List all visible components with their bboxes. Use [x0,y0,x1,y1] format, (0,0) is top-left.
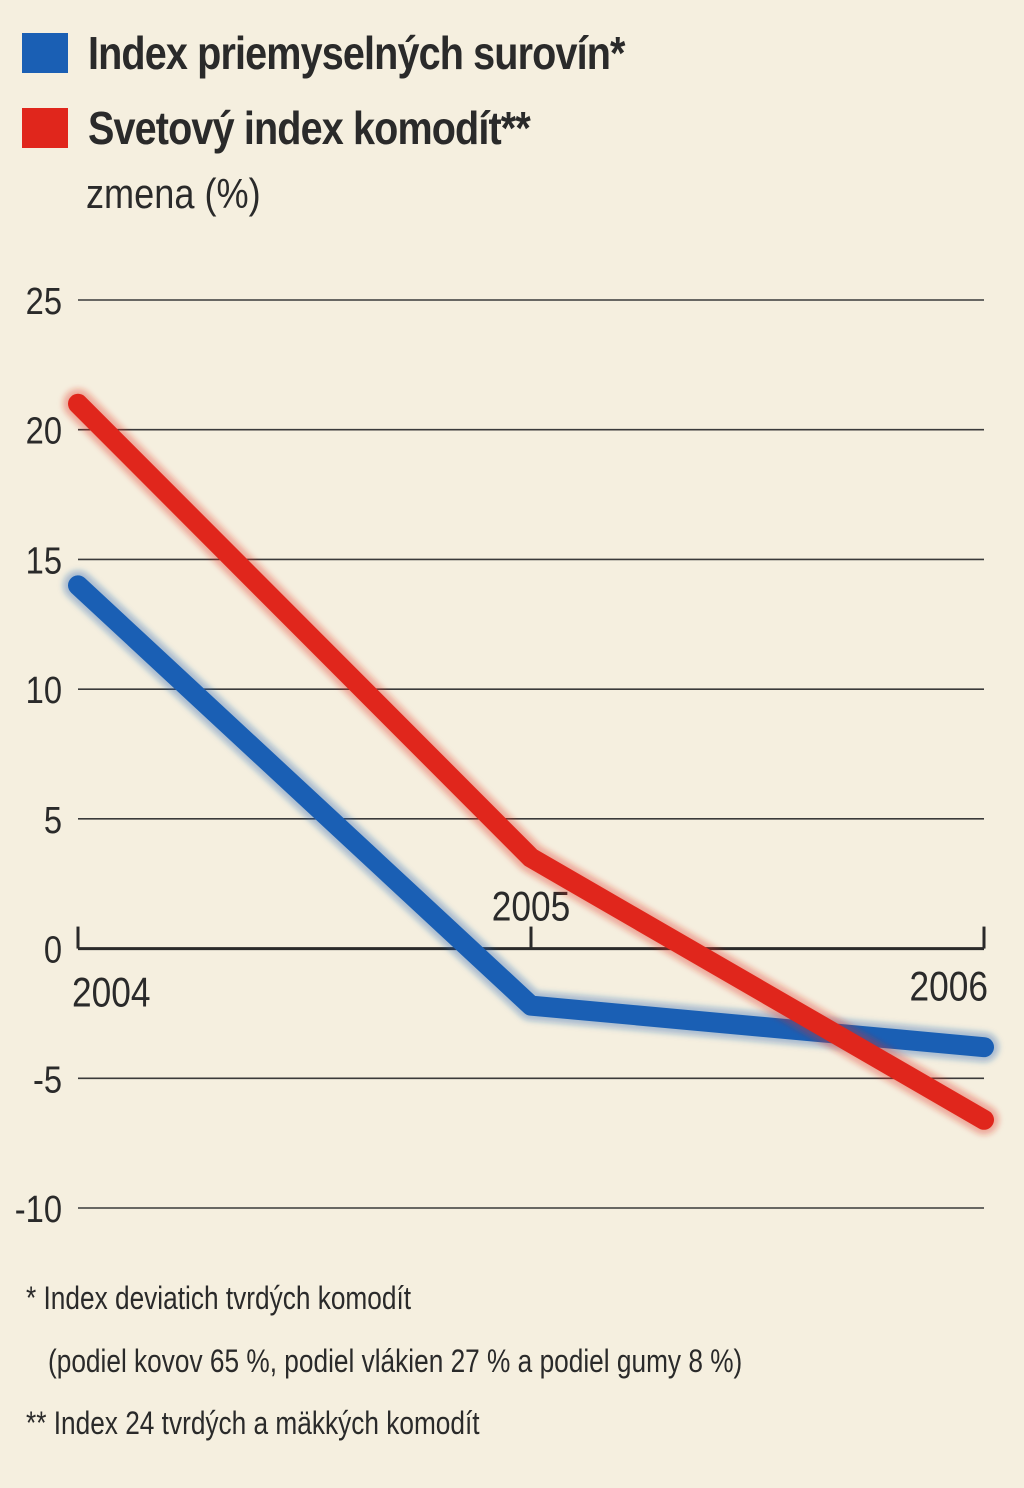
y-tick-label: 25 [26,280,62,323]
legend-item-world: Svetový index komodít** [22,101,602,155]
tick-labels: 25 20 15 10 5 0 -5 -10 2004 2005 2006 [15,280,988,1231]
footnote-1-detail: (podiel kovov 65 %, podiel vlákien 27 % … [48,1343,743,1379]
x-tick-label: 2004 [72,970,150,1017]
footnote-1: * Index deviatich tvrdých komodít [26,1280,412,1316]
legend-item-industrial: Index priemyselných surovín* [22,26,712,80]
y-tick-label: 20 [26,409,62,452]
series-line-halo [63,570,999,1063]
y-tick-label: 5 [44,799,62,842]
y-tick-label: -10 [15,1188,62,1231]
footnote-2: ** Index 24 tvrdých a mäkkých komodít [26,1405,480,1441]
grid-lines [78,299,984,1209]
x-tick-label: 2006 [910,964,988,1011]
x-tick-label: 2005 [492,884,570,931]
legend-swatch-red [22,108,68,148]
x-axis [76,926,986,951]
legend-swatch-blue [22,33,68,73]
y-tick-label: 15 [26,539,62,582]
legend-label: Svetový index komodít** [88,102,531,154]
y-tick-label: 0 [44,928,62,971]
legend-label: Index priemyselných surovín* [88,27,625,79]
series-line-industrial [68,575,994,1058]
series-lines [63,388,999,1135]
y-tick-label: 10 [26,669,62,712]
y-axis-unit-label: zmena (%) [86,170,261,217]
series-line-world [68,393,994,1130]
y-tick-label: -5 [33,1058,62,1101]
